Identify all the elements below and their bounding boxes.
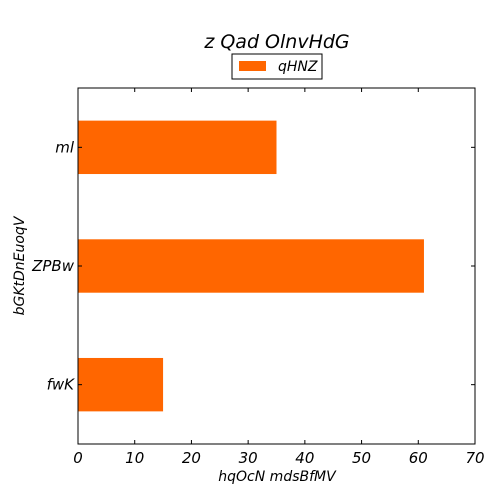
x-axis-ticks: 0 10 20 30 40 50 60 70 <box>73 88 485 467</box>
x-axis-label: hqOcN mdsBfMV <box>218 469 337 485</box>
y-tick-label-fwk: fwK <box>47 376 76 394</box>
x-tick-label-10: 10 <box>125 449 144 467</box>
bar-fwk <box>78 357 164 412</box>
legend: qHNZ <box>231 53 323 80</box>
x-tick-label-0: 0 <box>73 449 83 467</box>
y-tick-label-zpbw: ZPBw <box>31 257 75 275</box>
bar-ml <box>78 120 277 175</box>
x-tick-label-70: 70 <box>465 449 484 467</box>
y-tick-label-ml: ml <box>55 138 75 156</box>
chart-title: z Qad OlnvHdG <box>203 31 349 53</box>
legend-swatch-qhnz <box>239 61 266 71</box>
x-tick-label-60: 60 <box>409 449 428 467</box>
x-tick-label-20: 20 <box>182 449 201 467</box>
x-tick-label-40: 40 <box>295 449 314 467</box>
legend-label-qhnz: qHNZ <box>278 59 318 75</box>
x-tick-label-30: 30 <box>239 449 258 467</box>
bars-group <box>78 120 424 412</box>
bar-zpbw <box>78 239 424 293</box>
y-axis-ticks: fwK ZPBw ml <box>31 138 475 394</box>
y-axis-label: bGKtDnEuoqV <box>12 215 28 315</box>
x-tick-label-50: 50 <box>352 449 371 467</box>
